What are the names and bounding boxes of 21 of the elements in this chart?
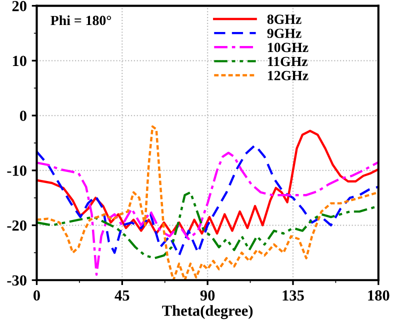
x-tick-label: 0: [34, 290, 40, 301]
x-tick-label: 135: [282, 290, 304, 301]
line-series: [36, 130, 378, 238]
x-tick-label: 90: [200, 290, 215, 301]
line-series: [36, 152, 378, 276]
legend-label: 10GHz: [268, 42, 308, 52]
y-tick-label: -10: [7, 166, 26, 176]
y-tick-label: 10: [12, 56, 26, 66]
line-series: [36, 144, 378, 257]
legend-label: 9GHz: [267, 28, 302, 38]
y-tick-label: -20: [7, 220, 26, 231]
y-tick-label: 20: [12, 0, 26, 12]
y-tick-label: 0: [20, 110, 26, 121]
annotation: Phi = 180°: [50, 15, 112, 26]
legend-label: 11GHz: [268, 56, 308, 66]
x-tick-label: 45: [114, 290, 130, 301]
x-axis-title: Theta(degree): [162, 305, 253, 320]
legend-label: 12GHz: [268, 70, 308, 80]
legend-label: 8GHz: [267, 14, 302, 24]
x-tick-label: 180: [368, 290, 390, 301]
y-tick-label: -30: [7, 275, 26, 286]
